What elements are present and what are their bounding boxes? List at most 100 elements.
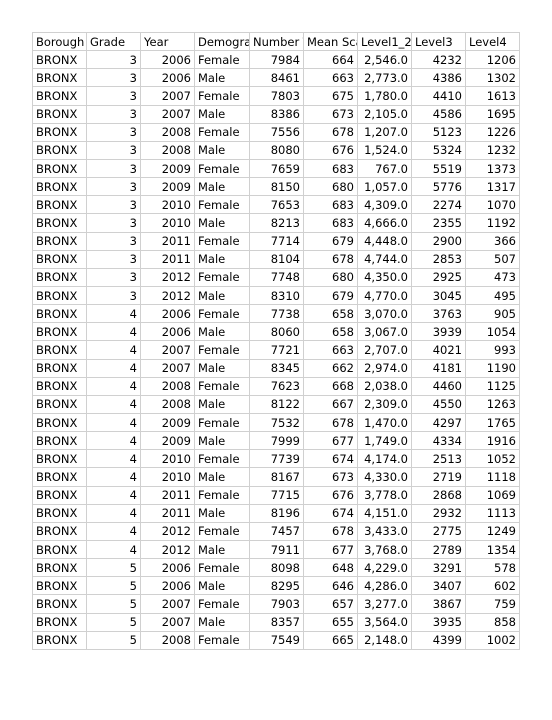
year-cell[interactable]: 2010 [140, 213, 195, 233]
grade-cell[interactable]: 4 [86, 322, 141, 342]
level4-cell[interactable]: 507 [465, 249, 520, 269]
mean-scale-score-cell[interactable]: 679 [303, 231, 358, 251]
year-cell[interactable]: 2006 [140, 576, 195, 596]
demographic-cell[interactable]: Male [194, 612, 250, 632]
demographic-cell[interactable]: Female [194, 594, 250, 614]
number-tested-cell[interactable]: 7659 [249, 158, 304, 179]
header-cell[interactable]: Level3 [411, 31, 466, 52]
grade-cell[interactable]: 4 [86, 412, 141, 433]
level4-cell[interactable]: 1263 [465, 394, 520, 414]
level4-cell[interactable]: 1249 [465, 521, 520, 541]
demographic-cell[interactable]: Female [194, 304, 250, 324]
level3-cell[interactable]: 3935 [411, 612, 466, 632]
level1-2-cell[interactable]: 3,277.0 [357, 594, 412, 614]
number-tested-cell[interactable]: 7903 [249, 594, 304, 614]
mean-scale-score-cell[interactable]: 675 [303, 86, 358, 106]
year-cell[interactable]: 2008 [140, 140, 195, 160]
level1-2-cell[interactable]: 1,057.0 [357, 177, 412, 197]
year-cell[interactable]: 2009 [140, 158, 195, 179]
demographic-cell[interactable]: Female [194, 122, 250, 142]
borough-cell[interactable]: BRONX [32, 612, 87, 632]
demographic-cell[interactable]: Female [194, 630, 250, 650]
number-tested-cell[interactable]: 8150 [249, 177, 304, 197]
grade-cell[interactable]: 3 [86, 86, 141, 106]
mean-scale-score-cell[interactable]: 648 [303, 558, 358, 578]
mean-scale-score-cell[interactable]: 668 [303, 376, 358, 396]
grade-cell[interactable]: 3 [86, 68, 141, 88]
mean-scale-score-cell[interactable]: 663 [303, 68, 358, 88]
demographic-cell[interactable]: Female [194, 449, 250, 469]
number-tested-cell[interactable]: 7738 [249, 304, 304, 324]
mean-scale-score-cell[interactable]: 683 [303, 195, 358, 215]
demographic-cell[interactable]: Male [194, 68, 250, 88]
year-cell[interactable]: 2008 [140, 630, 195, 650]
level4-cell[interactable]: 1354 [465, 539, 520, 560]
borough-cell[interactable]: BRONX [32, 140, 87, 160]
borough-cell[interactable]: BRONX [32, 594, 87, 614]
level3-cell[interactable]: 2775 [411, 521, 466, 541]
mean-scale-score-cell[interactable]: 678 [303, 412, 358, 433]
level3-cell[interactable]: 5519 [411, 158, 466, 179]
level3-cell[interactable]: 2789 [411, 539, 466, 560]
level3-cell[interactable]: 3045 [411, 285, 466, 306]
year-cell[interactable]: 2006 [140, 322, 195, 342]
demographic-cell[interactable]: Female [194, 50, 250, 70]
grade-cell[interactable]: 4 [86, 539, 141, 560]
grade-cell[interactable]: 3 [86, 231, 141, 251]
grade-cell[interactable]: 3 [86, 195, 141, 215]
level1-2-cell[interactable]: 3,564.0 [357, 612, 412, 632]
mean-scale-score-cell[interactable]: 667 [303, 394, 358, 414]
level4-cell[interactable]: 1192 [465, 213, 520, 233]
borough-cell[interactable]: BRONX [32, 467, 87, 487]
header-cell[interactable]: Year [140, 31, 195, 52]
number-tested-cell[interactable]: 8060 [249, 322, 304, 342]
level3-cell[interactable]: 3939 [411, 322, 466, 342]
grade-cell[interactable]: 4 [86, 467, 141, 487]
number-tested-cell[interactable]: 7653 [249, 195, 304, 215]
level1-2-cell[interactable]: 2,309.0 [357, 394, 412, 414]
borough-cell[interactable]: BRONX [32, 231, 87, 251]
mean-scale-score-cell[interactable]: 677 [303, 539, 358, 560]
level1-2-cell[interactable]: 4,151.0 [357, 503, 412, 523]
borough-cell[interactable]: BRONX [32, 431, 87, 451]
number-tested-cell[interactable]: 8167 [249, 467, 304, 487]
grade-cell[interactable]: 3 [86, 122, 141, 142]
grade-cell[interactable]: 4 [86, 304, 141, 324]
mean-scale-score-cell[interactable]: 678 [303, 122, 358, 142]
mean-scale-score-cell[interactable]: 662 [303, 358, 358, 378]
borough-cell[interactable]: BRONX [32, 630, 87, 650]
grade-cell[interactable]: 3 [86, 50, 141, 70]
level3-cell[interactable]: 4550 [411, 394, 466, 414]
level4-cell[interactable]: 993 [465, 340, 520, 360]
header-cell[interactable]: Number Tested [249, 31, 304, 52]
number-tested-cell[interactable]: 7803 [249, 86, 304, 106]
year-cell[interactable]: 2009 [140, 431, 195, 451]
grade-cell[interactable]: 4 [86, 449, 141, 469]
grade-cell[interactable]: 3 [86, 249, 141, 269]
demographic-cell[interactable]: Male [194, 467, 250, 487]
mean-scale-score-cell[interactable]: 679 [303, 285, 358, 306]
mean-scale-score-cell[interactable]: 678 [303, 521, 358, 541]
level1-2-cell[interactable]: 1,780.0 [357, 86, 412, 106]
level1-2-cell[interactable]: 4,309.0 [357, 195, 412, 215]
year-cell[interactable]: 2010 [140, 449, 195, 469]
level1-2-cell[interactable]: 4,770.0 [357, 285, 412, 306]
demographic-cell[interactable]: Female [194, 376, 250, 396]
grade-cell[interactable]: 4 [86, 521, 141, 541]
level4-cell[interactable]: 1052 [465, 449, 520, 469]
demographic-cell[interactable]: Male [194, 213, 250, 233]
level4-cell[interactable]: 366 [465, 231, 520, 251]
level3-cell[interactable]: 4334 [411, 431, 466, 451]
level3-cell[interactable]: 2719 [411, 467, 466, 487]
level1-2-cell[interactable]: 2,773.0 [357, 68, 412, 88]
year-cell[interactable]: 2012 [140, 267, 195, 287]
number-tested-cell[interactable]: 7999 [249, 431, 304, 451]
year-cell[interactable]: 2012 [140, 521, 195, 541]
grade-cell[interactable]: 4 [86, 503, 141, 523]
number-tested-cell[interactable]: 8461 [249, 68, 304, 88]
grade-cell[interactable]: 4 [86, 340, 141, 360]
level1-2-cell[interactable]: 3,778.0 [357, 485, 412, 505]
mean-scale-score-cell[interactable]: 658 [303, 304, 358, 324]
year-cell[interactable]: 2007 [140, 594, 195, 614]
level3-cell[interactable]: 2513 [411, 449, 466, 469]
